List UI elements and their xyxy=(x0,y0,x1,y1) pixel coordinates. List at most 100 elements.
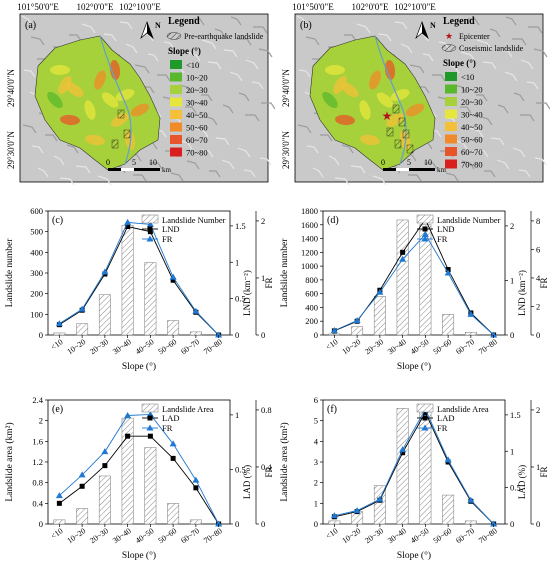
y-axis-label-right-inner: LND (km⁻²) xyxy=(242,270,252,316)
x-tick-label: 70~80 xyxy=(202,337,224,356)
point-fr xyxy=(78,471,86,478)
hillshade-stroke xyxy=(222,104,234,114)
right-tick-label: 0 xyxy=(235,519,239,529)
slope-legend-title: Slope (°) xyxy=(168,46,201,56)
hillshade-stroke xyxy=(356,23,371,34)
slope-class-label: 30~40 xyxy=(186,98,208,108)
x-tick-label: <10 xyxy=(324,526,339,541)
slope-swatch xyxy=(445,84,457,94)
x-tick-label: 70~80 xyxy=(202,526,224,545)
slope-class-label: 30~40 xyxy=(461,110,483,120)
inner-right-tick-label: 2 xyxy=(536,405,540,415)
north-label: N xyxy=(430,21,436,30)
right-tick-label: 2 xyxy=(510,221,514,231)
left-tick-label: 6 xyxy=(314,395,318,405)
y-axis-label-right-inner: LAD (%) xyxy=(242,465,252,499)
hillshade-stroke xyxy=(147,53,159,62)
hillshade-stroke xyxy=(460,51,476,62)
hillshade-stroke xyxy=(481,116,493,126)
hillshade-stroke xyxy=(251,81,264,90)
x-tick-label: 70~80 xyxy=(477,526,499,545)
x-axis-label: Slope (°) xyxy=(122,550,156,561)
legend-bar-swatch xyxy=(416,214,434,224)
scale-unit: km xyxy=(162,166,172,174)
legend-bar-swatch xyxy=(141,214,159,224)
chart-e: 0 0.4 0.8 1.2 1.6 2 2.4 0 0.5 1 0 0.4 0.8 <10 10~20 20~… xyxy=(4,395,274,561)
chart-c: 0 100 200 300 400 500 600 0 0.5 1 1.5 0 1 2 <10 10~20 20… xyxy=(5,206,274,372)
x-tick-label: <10 xyxy=(49,526,64,541)
legend-series-label: FR xyxy=(437,234,448,244)
point-lnd xyxy=(147,229,153,235)
slope-swatch xyxy=(170,147,182,157)
left-tick-label: 1600 xyxy=(301,220,318,230)
left-tick-label: 0.8 xyxy=(32,478,43,488)
slope-swatch xyxy=(170,85,182,94)
point-fr xyxy=(421,230,429,237)
slope-swatch xyxy=(170,110,182,119)
right-tick-label: 1 xyxy=(510,275,514,285)
hillshade-stroke xyxy=(66,144,79,154)
left-tick-label: 0 xyxy=(314,330,318,340)
x-tick-label: <10 xyxy=(49,337,64,352)
y-axis-label-right-outer: FR xyxy=(264,466,274,477)
plot-frame xyxy=(322,210,506,336)
hillshade-stroke xyxy=(445,172,459,182)
series-line-fr xyxy=(59,221,219,336)
bar xyxy=(328,520,341,525)
inner-right-tick-label: 2 xyxy=(261,216,265,226)
panel-label: (b) xyxy=(300,20,312,31)
y-axis-label-left: Landslide number xyxy=(280,238,290,308)
x-tick-label: 60~70 xyxy=(454,526,476,545)
slope-class-label: 50~60 xyxy=(186,123,208,133)
hillshade-stroke xyxy=(394,21,408,30)
scale-label: 5 xyxy=(407,158,411,167)
left-tick-label: 800 xyxy=(305,275,318,285)
panel-label: (e) xyxy=(52,404,63,415)
slope-class-label: 40~50 xyxy=(186,110,208,120)
hillshade-stroke xyxy=(498,49,513,58)
left-tick-label: 1800 xyxy=(301,206,318,216)
point-fr xyxy=(192,476,200,483)
point-fr xyxy=(330,512,338,519)
hillshade-stroke xyxy=(238,92,250,102)
point-fr xyxy=(376,495,384,502)
hillshade-stroke xyxy=(298,69,311,78)
slope-class-label: 70~80 xyxy=(186,148,208,158)
legend-title: Legend xyxy=(168,16,200,27)
hillshade-stroke xyxy=(432,74,446,82)
inner-right-tick-label: 0 xyxy=(261,519,265,529)
right-tick-label: 0 xyxy=(510,519,514,529)
hillshade-stroke xyxy=(536,102,550,110)
legend-title: Legend xyxy=(443,16,475,27)
inner-right-tick-label: 8 xyxy=(536,216,540,226)
left-tick-label: 1400 xyxy=(301,234,318,244)
hillshade-stroke xyxy=(21,15,33,26)
point-fr xyxy=(353,507,361,514)
legend-bar-label: Landslide Number xyxy=(162,215,226,225)
legend-landslide-icon xyxy=(166,32,182,40)
hillshade-stroke xyxy=(193,18,205,26)
point-lad xyxy=(102,463,108,469)
hillshade-stroke xyxy=(497,104,509,114)
hillshade-stroke xyxy=(261,102,276,110)
slope-patch xyxy=(78,50,92,70)
bar xyxy=(144,447,157,525)
legend-marker xyxy=(421,424,429,431)
slope-patch xyxy=(384,60,396,80)
left-tick-label: 500 xyxy=(30,227,43,237)
hillshade-stroke xyxy=(103,33,117,42)
slope-swatch xyxy=(170,97,182,107)
hillshade-stroke xyxy=(163,41,175,50)
right-tick-label: 0 xyxy=(235,330,239,340)
slope-swatch xyxy=(445,97,457,106)
point-fr xyxy=(124,412,132,418)
slope-patch xyxy=(322,91,338,109)
left-tick-label: 5 xyxy=(314,416,318,426)
slope-patch xyxy=(376,92,394,108)
legend-series-label: FR xyxy=(162,234,173,244)
inner-right-tick-label: 0.8 xyxy=(261,405,272,415)
left-tick-label: 1200 xyxy=(301,247,318,257)
point-fr xyxy=(55,492,63,499)
hillshade-stroke xyxy=(512,38,527,46)
slope-map-a: (a) 101°50'0"E 102°0'0"E 102°10'0"E 29°40'0"… xyxy=(6,2,276,186)
